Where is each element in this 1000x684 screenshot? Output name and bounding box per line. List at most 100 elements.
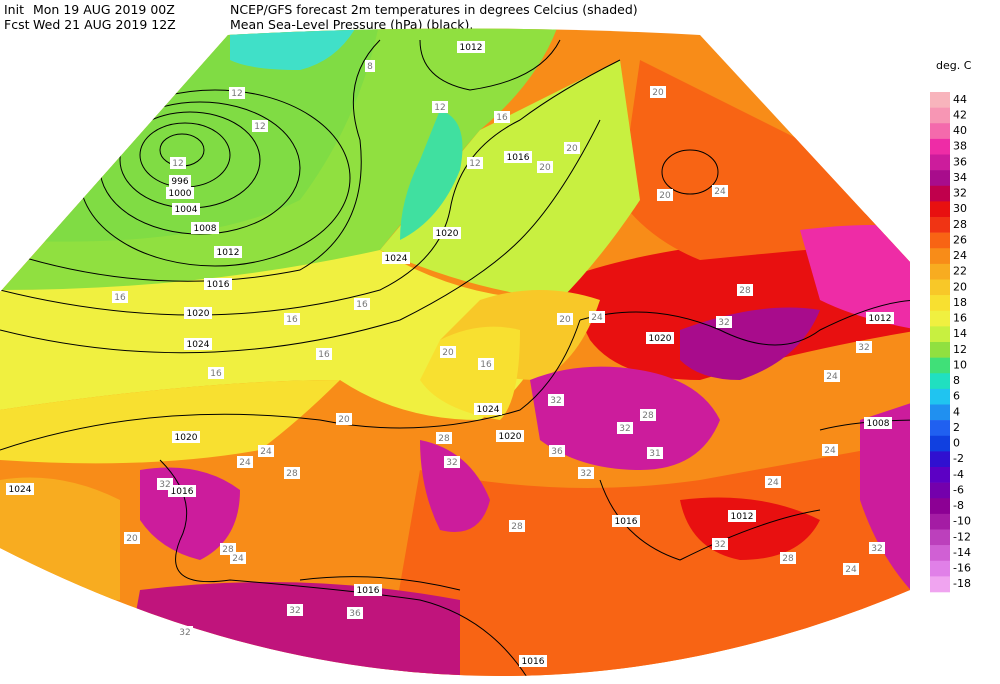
pressure-label: 1020: [649, 334, 672, 344]
temperature-label-box: [780, 552, 796, 564]
temperature-label-box: [617, 422, 633, 434]
isobar: [579, 299, 910, 346]
pressure-label-box: [168, 485, 196, 497]
pressure-label: 1016: [615, 517, 638, 527]
isobar: [419, 39, 561, 91]
scale-label: 2: [953, 421, 960, 434]
scale-box: [930, 451, 950, 468]
temperature-label-box: [716, 316, 732, 328]
temperature-label-box: [124, 532, 140, 544]
isobar: [0, 39, 381, 282]
scale-label: 36: [953, 155, 967, 168]
pressure-label: 1012: [869, 314, 892, 324]
scale-box: [930, 482, 950, 499]
pressure-label-box: [382, 252, 410, 264]
scale-label: 24: [953, 249, 967, 262]
scale-box: [930, 326, 950, 343]
temperature-label-box: [537, 161, 553, 173]
scale-label: 38: [953, 140, 967, 153]
temperature-label-box: [284, 313, 300, 325]
header-line: NCEP/GFS forecast 2m temperatures in deg…: [230, 2, 638, 17]
temperature-label: 32: [179, 628, 190, 638]
map-area: [0, 28, 910, 677]
scale-box: [930, 154, 950, 171]
scale-label: 34: [953, 171, 967, 184]
map-labels: 1012 996 1000 1004 1008 1012 1016 1020 1024 1024 1…: [6, 41, 894, 667]
temperature-label: 20: [338, 415, 350, 425]
temperature-label-box: [822, 444, 838, 456]
scale-label: 14: [953, 327, 967, 340]
temperature-label: 32: [714, 540, 725, 550]
shade: [420, 440, 490, 532]
temperature-label: 32: [289, 606, 300, 616]
scale-label: -18: [953, 577, 971, 590]
temperature-label: 12: [469, 159, 480, 169]
temperature-label-box: [170, 157, 186, 169]
temperature-label-box: [230, 552, 246, 564]
temperature-label: 24: [826, 372, 838, 382]
scale-box: [930, 560, 950, 577]
pressure-label: 1020: [499, 432, 522, 442]
temperature-label: 16: [114, 293, 126, 303]
temperature-label-box: [647, 447, 663, 459]
pressure-label-box: [519, 655, 547, 667]
temperature-label: 28: [782, 554, 794, 564]
scale-box: [930, 498, 950, 515]
pressure-label: 1024: [9, 485, 32, 495]
scale-box: [930, 388, 950, 405]
shade: [620, 60, 910, 260]
pressure-label-box: [204, 278, 232, 290]
pressure-label-box: [728, 510, 756, 522]
temperature-label-box: [657, 189, 673, 201]
fcst-label: Fcst: [4, 17, 30, 32]
scale-label: -10: [953, 515, 971, 528]
pressure-label-box: [504, 151, 532, 163]
pressure-label: 1016: [522, 657, 545, 667]
temperature-label: 20: [652, 88, 664, 98]
temperature-label: 32: [619, 424, 630, 434]
scale-box: [930, 404, 950, 421]
temperature-label: 24: [824, 446, 836, 456]
temperature-label-box: [287, 604, 303, 616]
scale-box: [930, 123, 950, 140]
temperature-label-box: [737, 284, 753, 296]
pressure-label: 1000: [169, 189, 192, 199]
temperature-label: 24: [767, 478, 779, 488]
temperature-label-box: [549, 445, 565, 457]
temperature-label: 20: [659, 191, 671, 201]
temperature-label: 20: [566, 144, 578, 154]
temperature-label: 8: [367, 62, 373, 72]
temperature-label-box: [252, 120, 268, 132]
temperature-label-box: [229, 87, 245, 99]
pressure-label-box: [433, 227, 461, 239]
temperature-label-box: [436, 432, 452, 444]
temperature-label-box: [494, 111, 510, 123]
scale-label: -4: [953, 468, 964, 481]
pressure-label: 1008: [867, 419, 890, 429]
pressure-label-box: [184, 338, 212, 350]
temperature-label: 31: [649, 449, 660, 459]
scale-label: -6: [953, 483, 964, 496]
scale-label: 44: [953, 93, 967, 106]
scale-label: 30: [953, 202, 967, 215]
scale-box: [930, 232, 950, 249]
temperature-label-box: [284, 467, 300, 479]
shade: [0, 380, 340, 464]
scale-label: 22: [953, 265, 967, 278]
pressure-label: 1024: [477, 405, 500, 415]
isobar: [0, 119, 601, 354]
pressure-label: 1004: [175, 205, 198, 215]
pressure-label: 1020: [175, 433, 198, 443]
shade: [680, 307, 820, 380]
pressure-label-box: [612, 515, 640, 527]
scale-box: [930, 467, 950, 483]
scale-box: [930, 217, 950, 233]
temperature-label-box: [237, 456, 253, 468]
scale-box: [930, 138, 950, 155]
temperature-label: 20: [126, 534, 138, 544]
scale-label: -14: [953, 546, 971, 559]
scale-label: 16: [953, 312, 967, 325]
temperature-label-box: [843, 563, 859, 575]
scale-label: 18: [953, 296, 967, 309]
shade: [140, 467, 240, 560]
